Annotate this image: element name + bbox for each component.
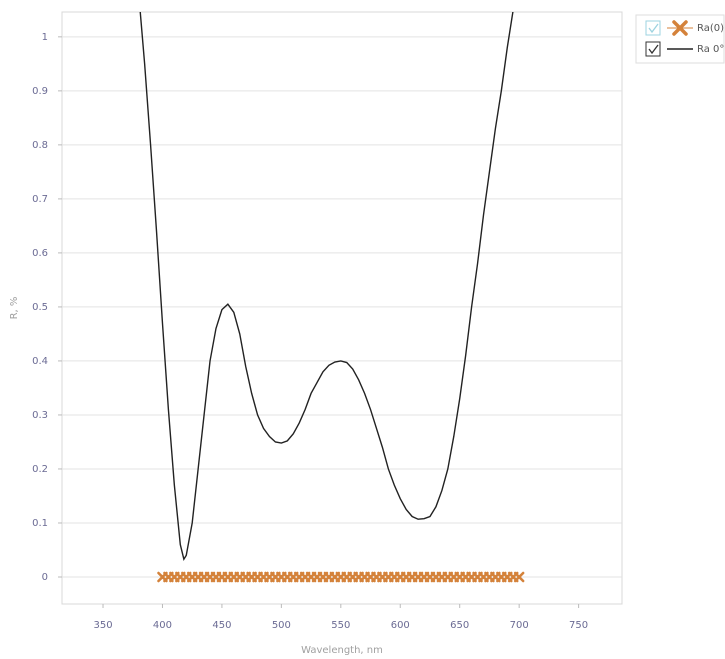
- legend-check: [648, 44, 659, 55]
- legend-check: [648, 23, 659, 34]
- y-tick-label: 1: [42, 32, 48, 43]
- x-tick-label: 550: [331, 620, 350, 631]
- y-tick-label: 0: [42, 572, 48, 583]
- y-tick-label: 0.6: [32, 248, 48, 259]
- x-tick-label: 450: [212, 620, 231, 631]
- legend-label: Ra 0°: [697, 44, 724, 55]
- y-tick-label: 0.4: [32, 356, 48, 367]
- plot-frame: [61, 11, 623, 605]
- plot-layer: 0 0.1 0.2 0.3 0.4 0.5 0.6 0.7 0.8 0.9 1 350 400 450 50…: [32, 12, 622, 631]
- y-tick-label: 0.1: [32, 518, 48, 529]
- legend-checkbox[interactable]: [645, 20, 661, 36]
- x-tick-label: 750: [569, 620, 588, 631]
- legend-marker: [672, 20, 688, 36]
- x-tick-label: 650: [450, 620, 469, 631]
- legend-checkbox[interactable]: [645, 41, 661, 57]
- x-tick-label: 600: [391, 620, 410, 631]
- plot-clip-group: [139, 12, 525, 583]
- x-tick-label: 500: [272, 620, 291, 631]
- y-tick-label: 0.9: [32, 86, 48, 97]
- y-tick-label: 0.7: [32, 194, 48, 205]
- x-axis-title: Wavelength, nm: [301, 645, 383, 656]
- y-tick-label: 0.3: [32, 410, 48, 421]
- y-tick-label: 0.2: [32, 464, 48, 475]
- scatter-marker: [513, 571, 525, 583]
- y-tick-label: 0.8: [32, 140, 48, 151]
- line-series: [139, 12, 514, 561]
- x-tick-label: 400: [153, 620, 172, 631]
- y-tick-label: 0.5: [32, 302, 48, 313]
- x-tick-label: 350: [93, 620, 112, 631]
- legend-label: Ra(0): [697, 23, 724, 34]
- y-axis-title: R, %: [9, 297, 20, 320]
- x-tick-label: 700: [510, 620, 529, 631]
